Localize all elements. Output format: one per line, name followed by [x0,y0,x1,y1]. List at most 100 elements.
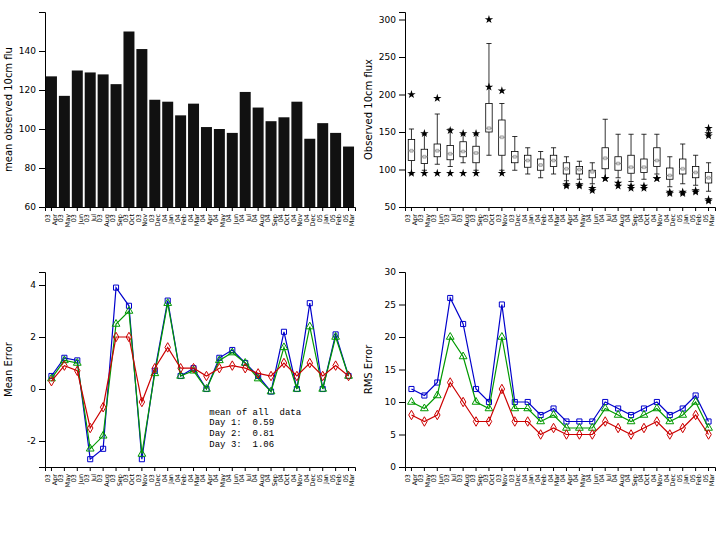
y-tick-label: 10 [385,397,397,407]
x-tick-mark [579,467,580,471]
median-line [524,160,530,161]
x-tick-mark [656,207,657,211]
series-marker [139,457,144,462]
whisker-high [553,148,554,156]
flier [446,169,454,177]
y-tick-mark [399,467,405,468]
box-body [499,120,505,155]
y-tick-label: 0 [30,384,36,394]
x-tick-mark [514,207,515,211]
series-marker [165,343,170,352]
whisker-low [566,174,567,181]
median-line [641,167,647,168]
x-tick-mark [296,207,297,211]
y-axis-title: RMS Error [363,344,374,394]
x-tick-mark [180,207,181,211]
box [524,148,530,174]
box-body [524,155,530,167]
y-tick: 20 [385,332,405,342]
series-marker [693,410,698,419]
series-marker [446,333,454,340]
series-line [411,298,708,422]
x-tick-label: 05Mar [702,474,717,487]
median-marker [694,171,697,174]
x-tick-mark [540,207,541,211]
series-marker [435,380,440,385]
series-marker [113,285,118,290]
whisker-high [540,152,541,160]
x-tick-mark [682,467,683,471]
y-tick-mark [399,305,405,306]
bar [149,100,160,207]
box [512,137,518,171]
median-line [654,160,660,161]
series-marker [113,332,118,341]
series-marker [590,430,595,439]
median-marker [526,159,529,162]
whisker-low [501,155,502,170]
cap-high [525,147,530,148]
box [704,124,712,205]
x-tick-mark [245,207,246,211]
median-marker [617,162,620,165]
series-marker [408,398,416,405]
x-tick-mark [463,467,464,471]
x-axis-line [46,208,356,212]
flier [472,129,480,137]
series-marker [459,352,467,359]
x-tick-mark [335,207,336,211]
x-tick-mark [64,467,65,471]
flier [433,94,441,102]
bar [330,133,341,207]
median-marker [513,155,516,158]
y-tick: 5 [390,430,405,440]
x-tick-mark [424,207,425,211]
y-tick: 25 [385,300,405,310]
series [49,285,351,462]
x-tick-mark [501,207,502,211]
x-tick-mark [283,467,284,471]
whisker-high [437,114,438,144]
series-marker [228,348,236,355]
x-tick-mark [669,207,670,211]
y-tick: 50 [385,202,405,212]
series [49,332,352,432]
x-tick-mark [245,467,246,471]
y-tick-label: 300 [379,15,396,25]
flier [640,184,648,192]
cap-high [577,161,582,162]
whisker-high [527,148,528,156]
series-marker [62,361,67,370]
series-marker [485,404,493,411]
box-body [692,167,698,178]
x-tick-mark [527,467,528,471]
plot-area [46,32,354,208]
x-tick-mark [566,207,567,211]
x-tick-mark [605,467,606,471]
median-marker [642,166,645,169]
box-body [460,142,466,157]
y-tick-label: 30 [385,267,397,277]
box [562,157,570,190]
x-tick-mark [618,207,619,211]
x-axis: 03Apr03May03Jun03Jul03Aug03Sep03Oct03Nov… [404,207,716,227]
x-tick-mark [128,207,129,211]
cap-high [654,134,659,135]
y-axis-line [399,273,406,468]
x-tick-mark [219,207,220,211]
y-tick-label: 150 [379,127,396,137]
x-tick-mark [154,467,155,471]
series-marker [152,363,157,372]
panel: 05101520253003Apr03May03Jun03Jul03Aug03S… [363,267,716,487]
whisker-low [450,160,451,167]
x-tick-mark [258,467,259,471]
median-marker [487,127,490,130]
x-tick-mark [708,467,709,471]
cap-low [538,177,543,178]
y-tick-mark [399,207,405,208]
flier [601,174,609,182]
y-tick-label: 50 [385,202,397,212]
annotation-line: Day 2: 0.81 [209,429,274,439]
cap-low [435,164,440,165]
x-tick-mark [643,467,644,471]
